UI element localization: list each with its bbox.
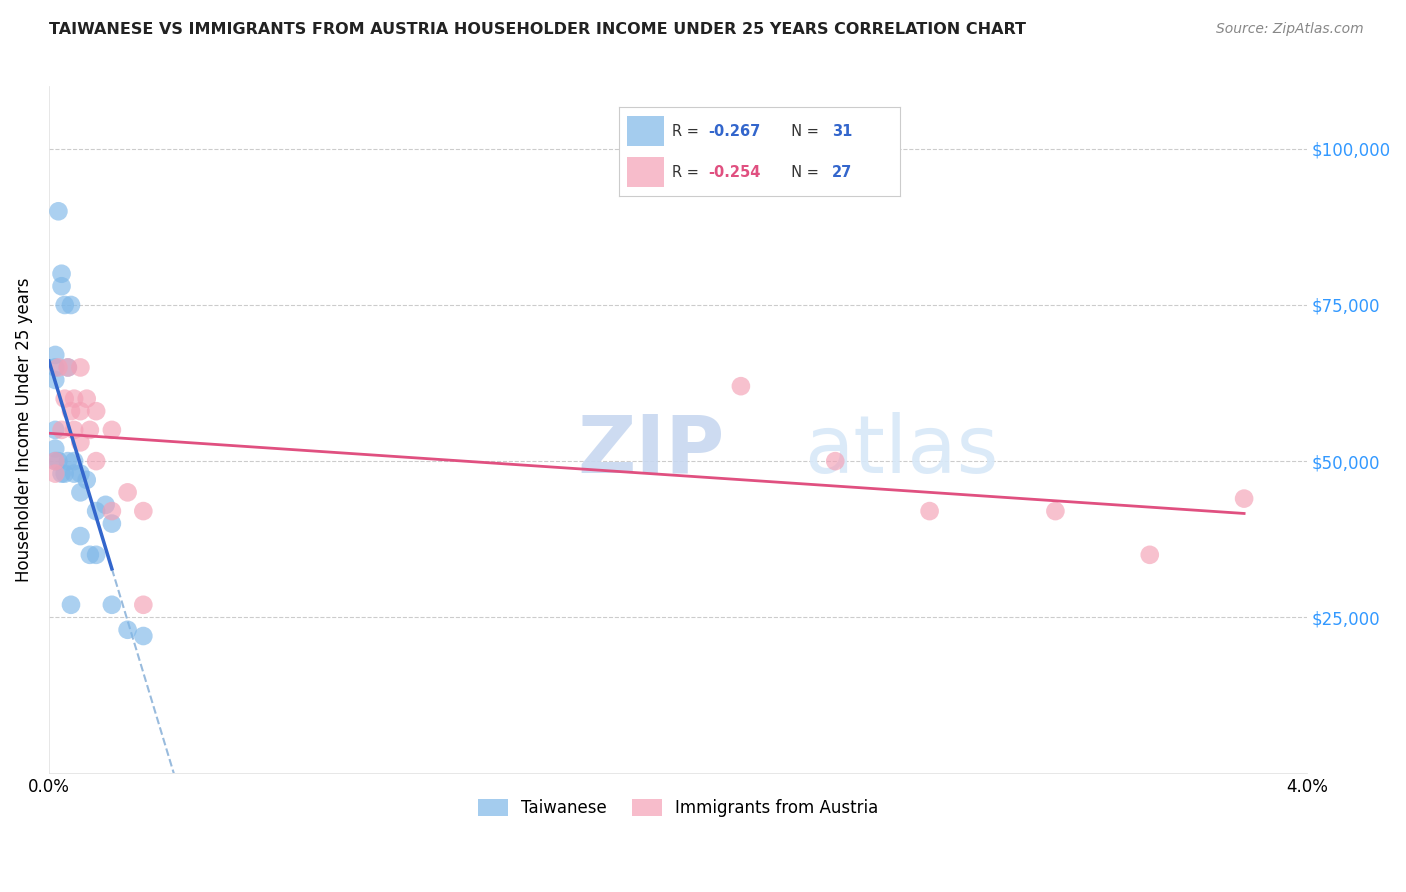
Point <box>84 504 107 518</box>
Point <box>63 467 86 481</box>
Point <box>51 267 73 281</box>
Point <box>1045 504 1067 518</box>
Point <box>132 504 155 518</box>
Point <box>79 548 101 562</box>
Point <box>44 454 66 468</box>
Point <box>101 516 124 531</box>
Point <box>44 423 66 437</box>
Y-axis label: Householder Income Under 25 years: Householder Income Under 25 years <box>15 277 32 582</box>
Point <box>117 623 139 637</box>
Point <box>1233 491 1256 506</box>
Point <box>69 360 91 375</box>
Point <box>69 529 91 543</box>
Point <box>48 454 70 468</box>
Legend: Taiwanese, Immigrants from Austria: Taiwanese, Immigrants from Austria <box>471 792 884 823</box>
Point <box>53 467 76 481</box>
Point <box>76 392 98 406</box>
Text: Source: ZipAtlas.com: Source: ZipAtlas.com <box>1216 22 1364 37</box>
Point <box>84 548 107 562</box>
Point <box>84 454 107 468</box>
Point <box>44 467 66 481</box>
Text: -0.267: -0.267 <box>709 124 761 138</box>
Point <box>59 598 82 612</box>
Text: atlas: atlas <box>804 411 998 490</box>
Point <box>824 454 846 468</box>
Point <box>48 360 70 375</box>
Text: R =: R = <box>672 165 703 179</box>
Point <box>63 454 86 468</box>
Point <box>132 629 155 643</box>
Point <box>132 598 155 612</box>
Point <box>59 298 82 312</box>
Point <box>918 504 941 518</box>
Point <box>730 379 752 393</box>
Point <box>101 598 124 612</box>
Text: ZIP: ZIP <box>578 411 724 490</box>
Point <box>44 373 66 387</box>
Point <box>79 423 101 437</box>
Point <box>63 392 86 406</box>
Point <box>53 392 76 406</box>
Point <box>69 435 91 450</box>
Point <box>53 298 76 312</box>
Text: TAIWANESE VS IMMIGRANTS FROM AUSTRIA HOUSEHOLDER INCOME UNDER 25 YEARS CORRELATI: TAIWANESE VS IMMIGRANTS FROM AUSTRIA HOU… <box>49 22 1026 37</box>
Point <box>51 279 73 293</box>
Point <box>56 454 79 468</box>
Point <box>59 404 82 418</box>
Point <box>44 348 66 362</box>
Point <box>1139 548 1161 562</box>
Point <box>117 485 139 500</box>
Point <box>101 423 124 437</box>
Text: N =: N = <box>782 165 824 179</box>
Point <box>101 504 124 518</box>
Point <box>51 467 73 481</box>
Point <box>63 423 86 437</box>
Point <box>69 404 91 418</box>
Point <box>44 360 66 375</box>
Point <box>94 498 117 512</box>
Text: N =: N = <box>782 124 824 138</box>
Point <box>56 360 79 375</box>
Point <box>44 454 66 468</box>
Point <box>51 423 73 437</box>
FancyBboxPatch shape <box>627 157 664 187</box>
Point <box>84 404 107 418</box>
Point <box>44 442 66 456</box>
Point <box>48 204 70 219</box>
Point <box>56 360 79 375</box>
Point <box>69 467 91 481</box>
Text: R =: R = <box>672 124 703 138</box>
Text: -0.254: -0.254 <box>709 165 761 179</box>
Text: 27: 27 <box>832 165 852 179</box>
FancyBboxPatch shape <box>627 116 664 146</box>
Point <box>69 485 91 500</box>
Text: 31: 31 <box>832 124 852 138</box>
Point <box>76 473 98 487</box>
